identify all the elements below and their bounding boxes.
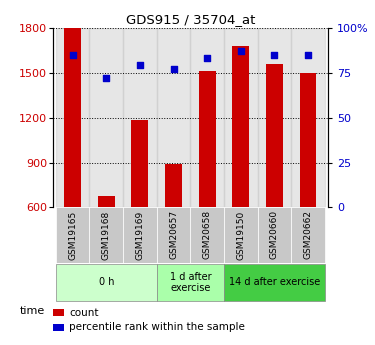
Bar: [232, 46, 249, 207]
Bar: [123, 28, 157, 207]
Text: GSM20660: GSM20660: [270, 210, 279, 259]
Bar: [199, 71, 216, 207]
Bar: [157, 207, 190, 263]
Text: time: time: [20, 306, 45, 316]
Point: [305, 52, 311, 57]
Bar: [258, 28, 291, 207]
Bar: [53, 324, 63, 331]
Bar: [291, 28, 325, 207]
Text: percentile rank within the sample: percentile rank within the sample: [69, 322, 245, 332]
Text: count: count: [69, 308, 99, 318]
Point: [70, 52, 76, 57]
Bar: [224, 28, 258, 207]
Bar: [224, 264, 325, 301]
Bar: [64, 28, 81, 207]
Text: GSM20662: GSM20662: [303, 210, 312, 259]
Text: GSM20657: GSM20657: [169, 210, 178, 259]
Point: [137, 62, 143, 68]
Bar: [98, 196, 115, 207]
Text: GSM19165: GSM19165: [68, 210, 77, 259]
Bar: [190, 207, 224, 263]
Bar: [165, 164, 182, 207]
Bar: [56, 28, 90, 207]
Text: GSM20658: GSM20658: [202, 210, 211, 259]
Bar: [157, 28, 190, 207]
Text: GSM19168: GSM19168: [102, 210, 111, 259]
Bar: [90, 28, 123, 207]
Bar: [56, 207, 90, 263]
Bar: [56, 264, 157, 301]
Bar: [266, 64, 283, 207]
Point: [171, 66, 177, 72]
Bar: [53, 309, 63, 316]
Bar: [157, 264, 224, 301]
Text: 1 d after
exercise: 1 d after exercise: [170, 272, 211, 293]
Bar: [258, 207, 291, 263]
Bar: [224, 207, 258, 263]
Point: [272, 52, 278, 57]
Bar: [300, 72, 316, 207]
Text: 14 d after exercise: 14 d after exercise: [229, 277, 320, 287]
Bar: [190, 28, 224, 207]
Point: [238, 48, 244, 54]
Bar: [132, 120, 148, 207]
Title: GDS915 / 35704_at: GDS915 / 35704_at: [126, 13, 255, 27]
Bar: [123, 207, 157, 263]
Text: 0 h: 0 h: [99, 277, 114, 287]
Bar: [291, 207, 325, 263]
Text: GSM19150: GSM19150: [236, 210, 245, 259]
Point: [204, 56, 210, 61]
Text: GSM19169: GSM19169: [135, 210, 144, 259]
Point: [103, 75, 109, 81]
Bar: [90, 207, 123, 263]
